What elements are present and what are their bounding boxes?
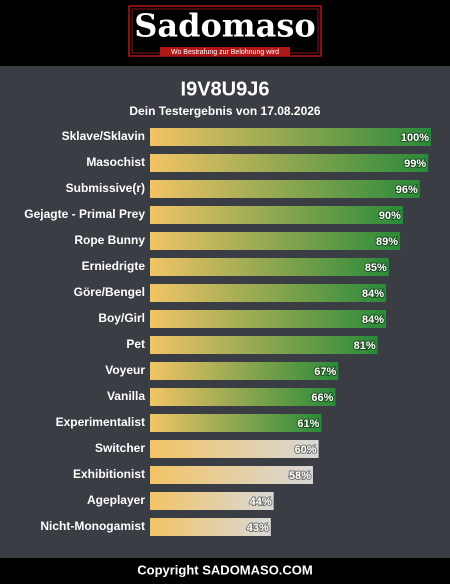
bar <box>150 154 429 172</box>
value-label: 99% <box>404 158 426 170</box>
chart-title: I9V8U9J6 <box>181 78 270 100</box>
bar <box>150 128 431 146</box>
bar <box>150 258 389 276</box>
chart-subtitle: Dein Testergebnis von 17.08.2026 <box>129 104 321 118</box>
value-label: 60% <box>295 444 317 456</box>
value-label: 67% <box>314 366 336 378</box>
bar <box>150 518 271 536</box>
bar <box>150 284 387 302</box>
bar <box>150 232 401 250</box>
category-label: Switcher <box>95 441 145 455</box>
category-label: Pet <box>126 337 145 351</box>
tagline: Wo Bestrafung zur Belohnung wird <box>171 49 279 56</box>
value-label: 89% <box>376 236 398 248</box>
bar <box>150 180 420 198</box>
bar <box>150 466 313 484</box>
value-label: 44% <box>250 496 272 508</box>
category-label: Vanilla <box>107 389 145 403</box>
category-label: Voyeur <box>105 363 145 377</box>
footer-text: Copyright SADOMASO.COM <box>137 562 313 577</box>
category-label: Göre/Bengel <box>74 285 145 299</box>
value-label: 96% <box>396 184 418 196</box>
value-label: 81% <box>354 340 376 352</box>
category-label: Rope Bunny <box>74 233 145 247</box>
value-label: 100% <box>401 132 429 144</box>
bar <box>150 362 339 380</box>
category-label: Boy/Girl <box>98 311 145 325</box>
logo[interactable]: Sadomaso <box>134 7 316 45</box>
bar <box>150 414 322 432</box>
bar <box>150 310 387 328</box>
category-label: Nicht-Monogamist <box>40 519 145 533</box>
category-label: Gejagte - Primal Prey <box>24 207 145 221</box>
tagline-band <box>160 47 290 56</box>
bar <box>150 492 274 510</box>
category-label: Ageplayer <box>87 493 145 507</box>
value-label: 84% <box>362 288 384 300</box>
bar <box>150 388 336 406</box>
footer-band <box>0 558 450 584</box>
category-label: Submissive(r) <box>66 181 145 195</box>
bar <box>150 440 319 458</box>
bar <box>150 206 403 224</box>
category-label: Experimentalist <box>56 415 145 429</box>
category-label: Sklave/Sklavin <box>62 129 145 143</box>
category-label: Exhibitionist <box>73 467 145 481</box>
value-label: 90% <box>379 210 401 222</box>
value-label: 61% <box>297 418 319 430</box>
value-label: 85% <box>365 262 387 274</box>
category-label: Masochist <box>86 155 145 169</box>
value-label: 66% <box>311 392 333 404</box>
category-label: Erniedrigte <box>82 259 146 273</box>
value-label: 84% <box>362 314 384 326</box>
bar <box>150 336 378 354</box>
value-label: 58% <box>289 470 311 482</box>
value-label: 43% <box>247 522 269 534</box>
